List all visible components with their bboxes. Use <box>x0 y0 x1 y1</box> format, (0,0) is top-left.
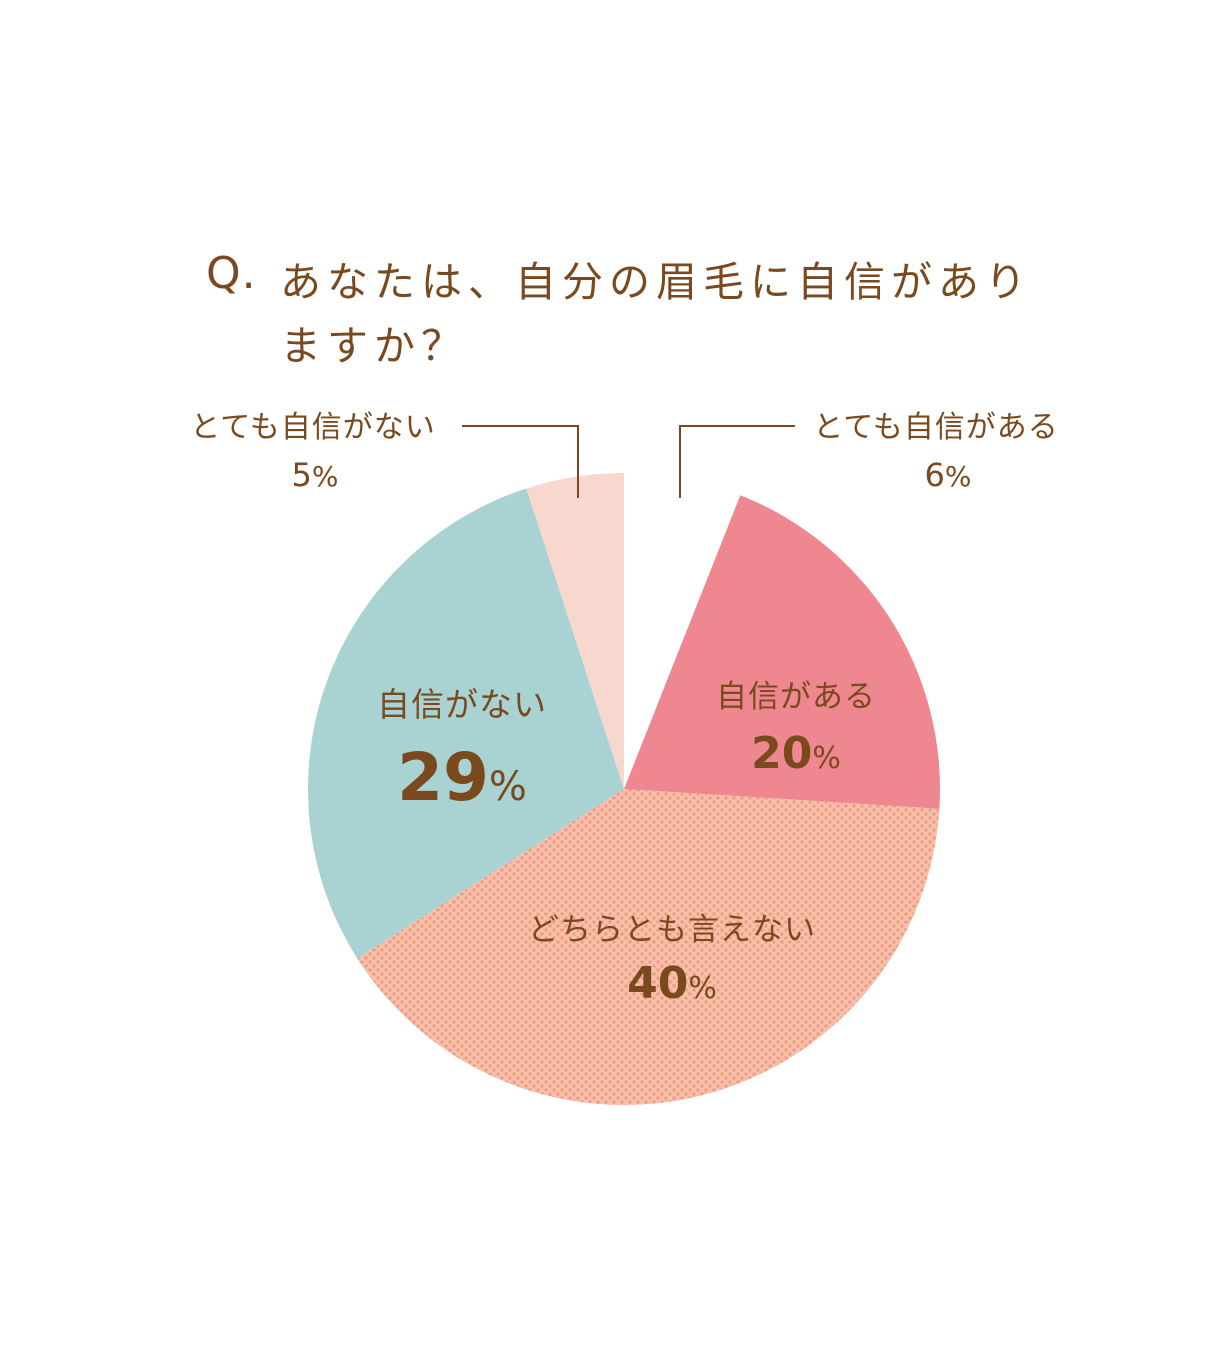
pie-slice-not-at-all-confident <box>526 473 624 789</box>
pie-slice-very-confident <box>624 473 741 789</box>
slice-label-not-at-all-confident: とても自信がない <box>190 410 436 445</box>
pie-slice-confident <box>624 495 941 809</box>
leader-line-not-at-all-confident <box>462 425 579 498</box>
slice-label-very-confident: とても自信がある <box>813 410 1059 445</box>
slice-value-confident: 20% <box>751 728 841 779</box>
slice-value-neutral: 40% <box>627 958 717 1009</box>
pie-slice-not-confident <box>308 488 624 959</box>
question-prefix: Q. <box>206 248 257 299</box>
slice-label-neutral: どちらとも言えない <box>528 912 816 948</box>
slice-value-not-confident: 29% <box>397 739 527 816</box>
pie-slice-neutral <box>357 789 940 1106</box>
leader-line-very-confident <box>679 425 795 498</box>
slices-layer <box>308 473 941 1106</box>
slice-label-confident: 自信がある <box>716 679 876 715</box>
question-title-line2: ますか？ <box>280 322 468 370</box>
question-title-line1: あなたは、自分の眉毛に自信があり <box>280 258 1032 306</box>
slice-label-not-confident: 自信がない <box>377 685 547 724</box>
labels-layer: 自信がある 20% どちらとも言えない 40% 自信がない 29% とても自信がある 6% とて… <box>190 410 1059 1009</box>
slice-value-very-confident: 6% <box>925 456 972 494</box>
slice-value-not-at-all-confident: 5% <box>292 456 339 494</box>
